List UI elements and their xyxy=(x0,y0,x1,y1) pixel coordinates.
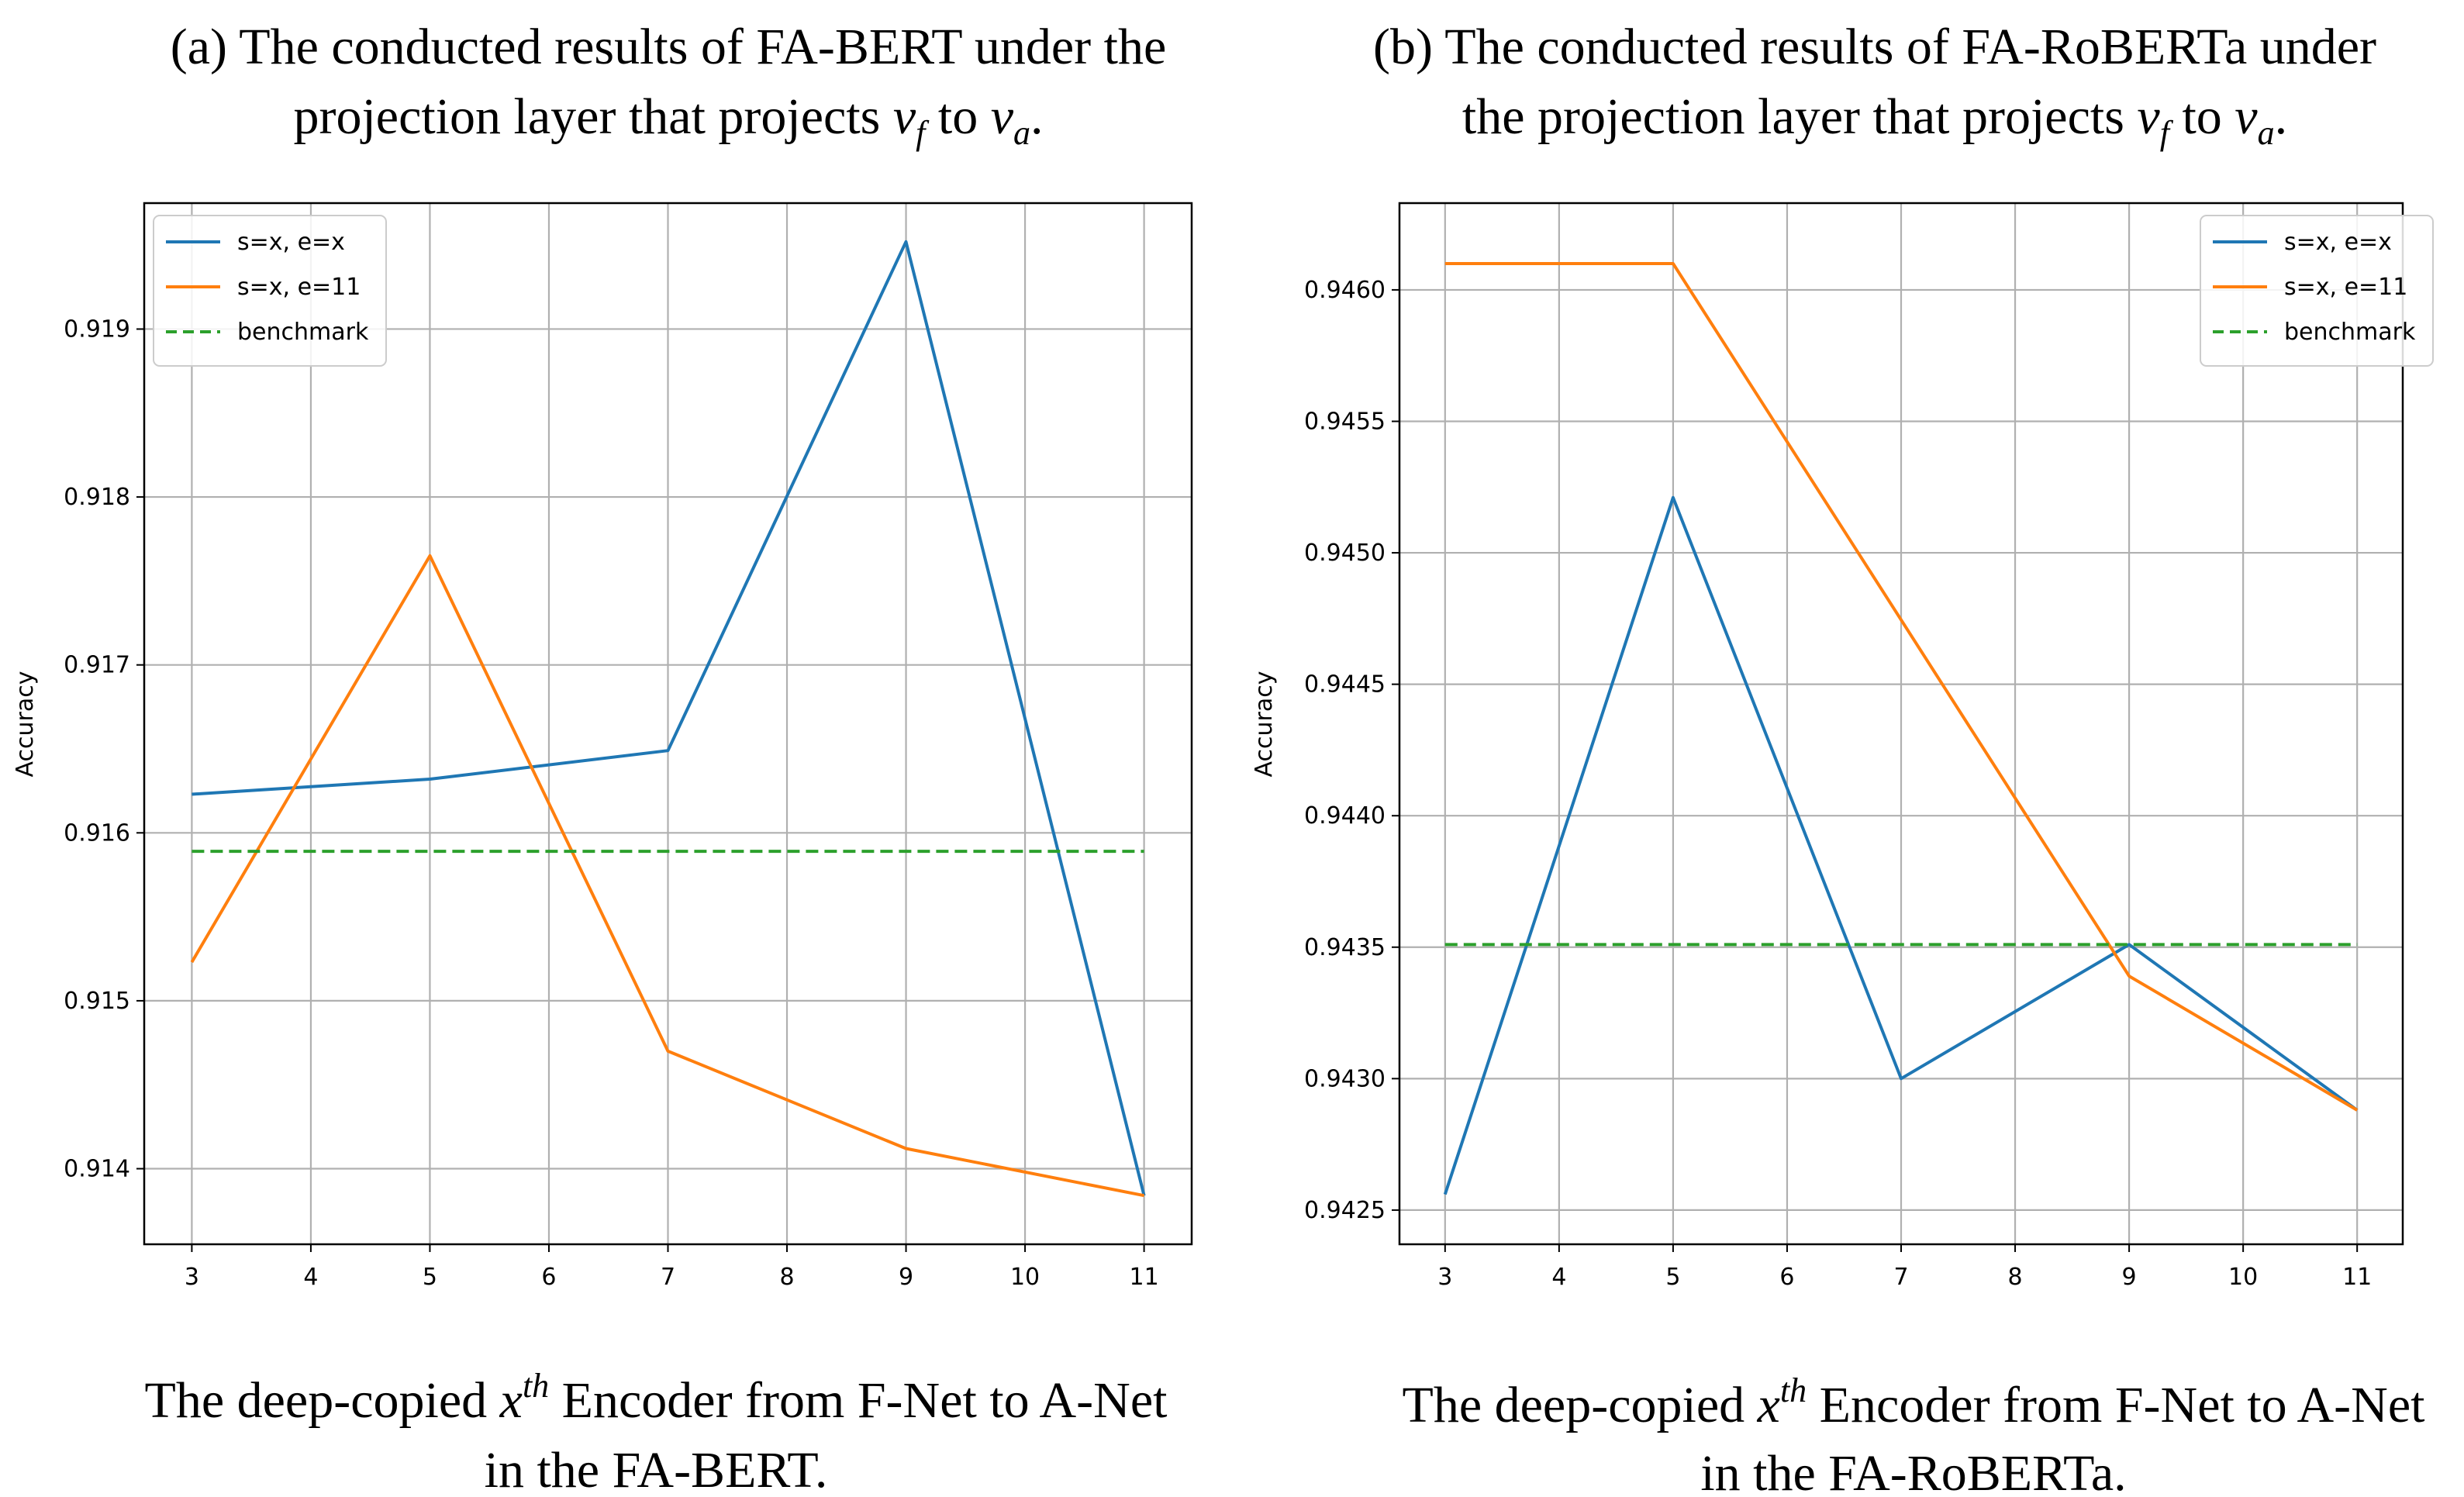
panel-b-caption-line1: The deep-copied xth Encoder from F-Net t… xyxy=(1403,1371,2425,1433)
chart-a-series-s-x-e-x-line xyxy=(192,240,1146,1196)
panel-a-caption: The deep-copied xth Encoder from F-Net t… xyxy=(145,1367,1168,1497)
panel-a-caption-line1: The deep-copied xth Encoder from F-Net t… xyxy=(145,1367,1168,1429)
chart-a-xtick-label: 4 xyxy=(303,1264,318,1291)
panel-a-title-line1: (a) The conducted results of FA-BERT und… xyxy=(171,19,1167,75)
chart-b-ylabel: Accuracy xyxy=(1251,671,1278,778)
panel-b-caption-x: x xyxy=(1757,1377,1780,1433)
panel-a-title-to: to xyxy=(938,88,978,145)
chart-b: 3 4 5 6 7 8 9 10 11 0.9425 0.9430 0.9435 0.9440 0.944… xyxy=(1251,202,2434,1291)
chart-b-xtick-label: 8 xyxy=(2007,1264,2022,1291)
chart-b-ytick-label: 0.9460 xyxy=(1304,277,1386,304)
chart-a-legend-label: benchmark xyxy=(237,319,369,346)
chart-b-xtick-label: 4 xyxy=(1551,1264,1566,1291)
panel-a-caption-line2: in the FA-BERT. xyxy=(485,1442,828,1497)
panel-b-title-end: . xyxy=(2275,88,2288,145)
chart-b-ytick-label: 0.9455 xyxy=(1304,408,1386,435)
panel-b-title-to: to xyxy=(2182,88,2221,145)
panel-b-title-va-sub: a xyxy=(2258,114,2275,152)
chart-a-ytick-label: 0.914 xyxy=(64,1156,130,1183)
chart-b-ytick-label: 0.9435 xyxy=(1304,934,1386,961)
panel-b-title-vf: v xyxy=(2137,88,2160,145)
chart-a: 3 4 5 6 7 8 9 10 11 0.914 0.915 0.916 0.917 0.918 0.91… xyxy=(12,202,1193,1291)
panel-a-title-va: v xyxy=(991,88,1014,145)
chart-b-legend-box xyxy=(2200,215,2434,367)
chart-a-legend: s=x, e=x s=x, e=11 benchmark xyxy=(153,215,387,367)
chart-b-legend-label: s=x, e=x xyxy=(2284,229,2392,256)
panel-a-caption-start: The deep-copied xyxy=(145,1372,488,1429)
chart-b-ytick-label: 0.9440 xyxy=(1304,802,1386,830)
panel-a-caption-x: x xyxy=(499,1372,523,1429)
panel-b-caption-line2: in the FA-RoBERTa. xyxy=(1700,1445,2126,1497)
chart-b-xtick-label: 9 xyxy=(2122,1264,2137,1291)
chart-b-xtick-label: 10 xyxy=(2228,1264,2258,1291)
panel-b-title: (b) The conducted results of FA-RoBERTa … xyxy=(1373,19,2376,152)
chart-a-xtick-label: 10 xyxy=(1010,1264,1040,1291)
chart-b-xtick-label: 6 xyxy=(1779,1264,1794,1291)
chart-b-xtick-label: 11 xyxy=(2342,1264,2372,1291)
chart-a-xtick-label: 9 xyxy=(899,1264,913,1291)
panel-a-title-end: . xyxy=(1030,88,1044,145)
chart-b-series xyxy=(1443,262,2359,1195)
panel-a-title-va-sub: a xyxy=(1013,114,1030,152)
chart-a-ytick-label: 0.916 xyxy=(64,819,130,847)
chart-b-xtick-label: 3 xyxy=(1437,1264,1452,1291)
chart-a-series-s-x-e-11-line xyxy=(190,554,1144,1198)
chart-a-xtick-label: 7 xyxy=(661,1264,675,1291)
panel-a-caption-end: Encoder from F-Net to A-Net xyxy=(562,1372,1168,1429)
panel-b-caption-sup: th xyxy=(1780,1371,1807,1409)
chart-a-ticks: 3 4 5 6 7 8 9 10 11 0.914 0.915 0.916 0.917 0.918 0.91… xyxy=(64,316,1159,1291)
panel-b-caption-start: The deep-copied xyxy=(1403,1377,1745,1433)
chart-b-ytick-label: 0.9425 xyxy=(1304,1197,1386,1224)
chart-b-legend-label: s=x, e=11 xyxy=(2284,274,2407,301)
panel-b-title-line2: the projection layer that projects vf to… xyxy=(1462,88,2287,152)
chart-a-legend-label: s=x, e=x xyxy=(237,229,345,256)
panel-a-title-line2-text: projection layer that projects xyxy=(293,88,880,145)
chart-b-legend: s=x, e=x s=x, e=11 benchmark xyxy=(2200,215,2434,367)
chart-b-ytick-label: 0.9450 xyxy=(1304,540,1386,567)
chart-a-xtick-label: 6 xyxy=(541,1264,556,1291)
panel-b-caption: The deep-copied xth Encoder from F-Net t… xyxy=(1403,1371,2425,1497)
chart-b-xtick-label: 5 xyxy=(1665,1264,1680,1291)
panel-b-title-line2-text: the projection layer that projects xyxy=(1462,88,2124,145)
chart-a-xtick-label: 5 xyxy=(423,1264,437,1291)
panel-b-title-va: v xyxy=(2235,88,2258,145)
chart-a-series xyxy=(190,240,1146,1198)
panel-a-title: (a) The conducted results of FA-BERT und… xyxy=(171,19,1167,152)
chart-b-series-s-x-e-11-line xyxy=(1444,262,2359,1112)
chart-b-ticks: 3 4 5 6 7 8 9 10 11 0.9425 0.9430 0.9435 0.9440 0.944… xyxy=(1304,277,2372,1291)
chart-a-xtick-label: 8 xyxy=(779,1264,794,1291)
panel-a-title-vf: v xyxy=(893,88,916,145)
chart-b-series-s-x-e-x-line xyxy=(1443,495,2359,1195)
chart-b-legend-label: benchmark xyxy=(2284,319,2416,346)
panel-b-title-line1: (b) The conducted results of FA-RoBERTa … xyxy=(1373,19,2376,75)
panel-a-title-line2: projection layer that projects vf to va. xyxy=(293,88,1043,152)
chart-a-legend-box xyxy=(153,215,387,367)
chart-a-xtick-label: 3 xyxy=(185,1264,199,1291)
panel-b-caption-end: Encoder from F-Net to A-Net xyxy=(1820,1377,2425,1433)
chart-a-ylabel: Accuracy xyxy=(12,671,39,778)
chart-a-xtick-label: 11 xyxy=(1129,1264,1158,1291)
chart-b-ytick-label: 0.9430 xyxy=(1304,1065,1386,1092)
chart-b-xtick-label: 7 xyxy=(1893,1264,1908,1291)
chart-a-ytick-label: 0.918 xyxy=(64,484,130,511)
chart-a-ytick-label: 0.917 xyxy=(64,652,130,679)
chart-b-ytick-label: 0.9445 xyxy=(1304,671,1386,698)
chart-a-ytick-label: 0.919 xyxy=(64,316,130,343)
chart-a-legend-label: s=x, e=11 xyxy=(237,274,361,301)
chart-a-ytick-label: 0.915 xyxy=(64,988,130,1015)
panel-a-caption-sup: th xyxy=(523,1367,549,1405)
